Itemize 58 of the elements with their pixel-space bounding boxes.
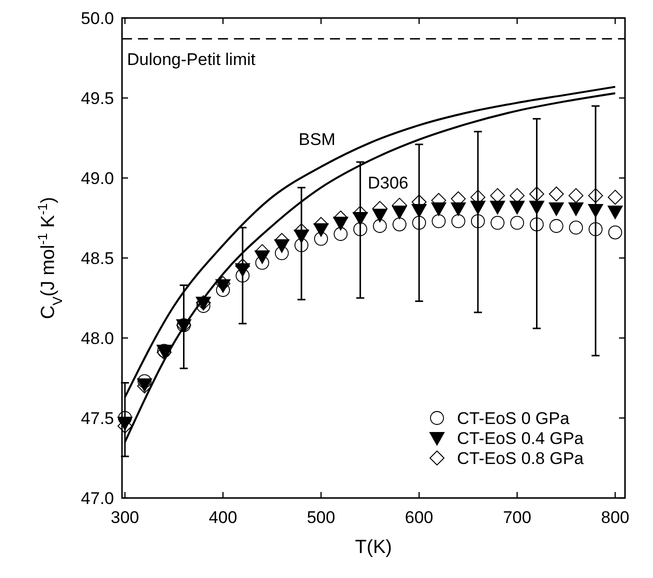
point [216,276,230,292]
point [314,232,328,246]
x-tick-label: 500 [306,508,336,527]
y-tick-label: 48.0 [80,329,114,348]
point [608,225,622,240]
ref-line-label: Dulong-Petit limit [127,50,256,69]
y-tick-label: 47.5 [80,409,114,428]
point [569,220,583,235]
point [549,219,564,233]
point [392,217,406,232]
x-axis-title: T(K) [355,537,392,558]
point [510,200,525,214]
point [490,216,504,230]
point [450,202,466,216]
point [451,214,466,228]
point [118,411,132,425]
point [412,216,426,230]
point [353,222,368,236]
x-tick-label: 400 [208,508,238,527]
point [568,188,584,204]
point [274,246,289,260]
legend-label: CT-EoS 0 GPa [457,409,570,428]
y-tick-label: 50.0 [80,9,114,28]
point [470,214,485,228]
point [334,227,348,241]
legend-label: CT-EoS 0.4 GPa [457,429,584,448]
x-tick-label: 600 [404,508,434,527]
point [530,217,544,232]
point [529,186,544,202]
y-tick-label: 49.0 [80,169,114,188]
point [608,190,623,205]
x-tick-label: 700 [502,508,532,527]
point [490,200,506,214]
point [470,200,486,214]
series-label: BSM [298,130,336,149]
point [432,214,446,228]
x-tick-label: 300 [110,508,140,527]
x-tick-label: 800 [601,508,630,527]
point [548,186,564,202]
point [294,238,308,252]
series-label: D306 [368,173,408,192]
point [588,204,604,218]
point [372,219,387,233]
point [255,256,270,270]
point [568,202,584,216]
point [588,188,604,204]
point [510,216,524,230]
point [216,283,230,297]
point [548,202,564,216]
y-tick-label: 49.5 [80,89,114,108]
legend-label: CT-EoS 0.8 GPa [457,449,584,468]
point [236,268,250,283]
point [608,206,623,220]
y-tick-label: 48.5 [80,249,114,268]
point [529,200,544,214]
y-tick-label: 47.0 [80,489,114,508]
point [588,222,603,236]
point [138,374,152,388]
